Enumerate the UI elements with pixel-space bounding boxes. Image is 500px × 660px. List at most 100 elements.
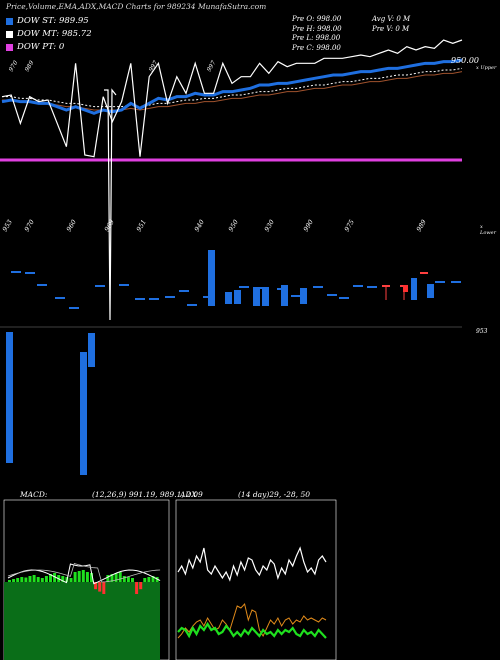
pre-close: Pre C: 998.00 xyxy=(292,43,341,52)
legend-swatch xyxy=(6,17,13,25)
candle-dash xyxy=(367,286,377,288)
candle-body xyxy=(225,292,232,304)
legend-swatch xyxy=(6,30,13,38)
minus-di-line xyxy=(177,602,327,639)
candle-dash xyxy=(149,298,159,300)
legend-dow-pt: DOW PT: 0 xyxy=(6,42,64,52)
candle-dash xyxy=(37,284,47,286)
macd-hist-bar xyxy=(126,577,130,582)
candle-body xyxy=(262,287,269,306)
volume-values: Avg V: 0 M Pre V: 0 M xyxy=(372,15,410,34)
pre-low: Pre L: 998.00 xyxy=(292,34,341,42)
candle-dash xyxy=(55,297,65,299)
macd-hist-bar xyxy=(16,578,20,582)
macd-hist-bar xyxy=(73,572,77,582)
candle-red xyxy=(420,272,428,274)
macd-hist-bar xyxy=(28,576,32,582)
candle-dash xyxy=(11,271,21,273)
macd-panel xyxy=(3,499,170,660)
macd-hist-bar xyxy=(81,570,85,582)
macd-params: (12,26,9) 991.19, 989.1, 2.09 xyxy=(92,490,203,499)
legend-swatch xyxy=(6,43,13,51)
macd-hist-bar xyxy=(20,577,24,582)
macd-hist-bar xyxy=(49,574,52,582)
candle-dash xyxy=(313,286,323,288)
x-tick-label: 970 xyxy=(23,218,36,233)
macd-hist-bar xyxy=(94,582,98,590)
macd-hist-bar xyxy=(61,576,65,582)
legend-label: DOW PT: 0 xyxy=(17,42,65,52)
candle-dash xyxy=(435,281,445,283)
candle-dash xyxy=(353,285,363,287)
adx-line xyxy=(177,546,327,582)
candle-body xyxy=(427,284,434,298)
macd-hist-bar xyxy=(90,573,93,582)
adx-frame xyxy=(175,499,337,660)
macd-hist-bar xyxy=(44,576,48,582)
top-tick-label: 989 xyxy=(24,59,36,73)
x-tick-label: 950 xyxy=(227,218,240,233)
candle-body xyxy=(281,285,288,306)
site-name: MunafaSutra.com xyxy=(197,2,267,11)
candle-dash xyxy=(25,272,35,274)
chart-header: Price,Volume,EMA,ADX,MACD Charts for 989… xyxy=(6,2,266,11)
pre-volume: Pre V: 0 M xyxy=(372,24,410,33)
current-price-label: 950.00 xyxy=(451,56,479,65)
candle-dash xyxy=(291,295,301,297)
volume-right-label: 953 xyxy=(476,328,488,335)
volume-bar xyxy=(6,332,13,463)
x-tick-label: 953 xyxy=(1,218,14,233)
macd-hist-bar xyxy=(98,582,102,592)
macd-signal-line xyxy=(7,563,161,583)
macd-hist-bar xyxy=(85,572,89,582)
macd-hist-bar xyxy=(151,576,155,582)
macd-hist-bar xyxy=(24,577,28,582)
prev-values: Pre O: 998.00 Pre H: 998.00 Pre L: 998.0… xyxy=(292,15,342,53)
candle-body xyxy=(234,290,241,304)
macd-hist-bar xyxy=(53,573,57,582)
legend-dow-mt: DOW MT: 985.72 xyxy=(6,29,92,39)
x-tick-label: 975 xyxy=(343,218,356,233)
x-tick-label: 940 xyxy=(193,218,206,233)
legend-label: DOW ST: 989.95 xyxy=(17,16,89,26)
macd-hist-bar xyxy=(147,577,151,582)
x-tick-label: 989 xyxy=(415,218,428,233)
pre-high: Pre H: 998.00 xyxy=(292,24,342,33)
macd-hist-bar xyxy=(118,572,122,582)
macd-green-fill xyxy=(4,582,160,660)
macd-hist-bar xyxy=(143,578,147,582)
plus-di-line xyxy=(177,621,327,639)
macd-hist-bar xyxy=(40,578,44,582)
candle-red-body xyxy=(403,285,408,292)
candle-dash xyxy=(187,304,197,306)
macd-hist-bar xyxy=(69,578,73,582)
candle-body xyxy=(253,287,260,306)
legend-dow-st: DOW ST: 989.95 xyxy=(6,16,89,26)
pre-open: Pre O: 998.00 xyxy=(292,15,342,23)
dow-mt-line xyxy=(2,67,463,108)
macd-title: MACD: xyxy=(20,490,48,499)
x-tick-label: 960 xyxy=(65,218,78,233)
candle-dash xyxy=(239,286,249,288)
macd-hist-bar xyxy=(12,579,16,582)
candle-red xyxy=(382,285,390,287)
volume-bar xyxy=(80,352,87,475)
x-tick-label: 969 xyxy=(103,218,116,233)
candle-dash xyxy=(179,290,189,292)
adx-panel xyxy=(175,499,337,660)
price-spike xyxy=(104,88,117,321)
macd-hist-bar xyxy=(139,582,143,590)
x-tick-label: 930 xyxy=(263,218,276,233)
price-panel: 970 989 997 997 953 970 960 969 951 940 950 930 990 9… xyxy=(0,39,463,321)
candle-dash xyxy=(69,307,79,309)
close-price-line xyxy=(1,39,463,158)
candle-dash xyxy=(119,284,129,286)
candle-dash xyxy=(165,296,175,298)
macd-hist-bar xyxy=(122,576,126,582)
top-tick-label: 970 xyxy=(8,59,20,73)
macd-hist-bar xyxy=(110,574,114,582)
adx-title: ADX xyxy=(180,490,197,499)
adx-params: (14 day)29, -28, 50 xyxy=(238,490,310,499)
macd-hist-bar xyxy=(135,582,139,594)
